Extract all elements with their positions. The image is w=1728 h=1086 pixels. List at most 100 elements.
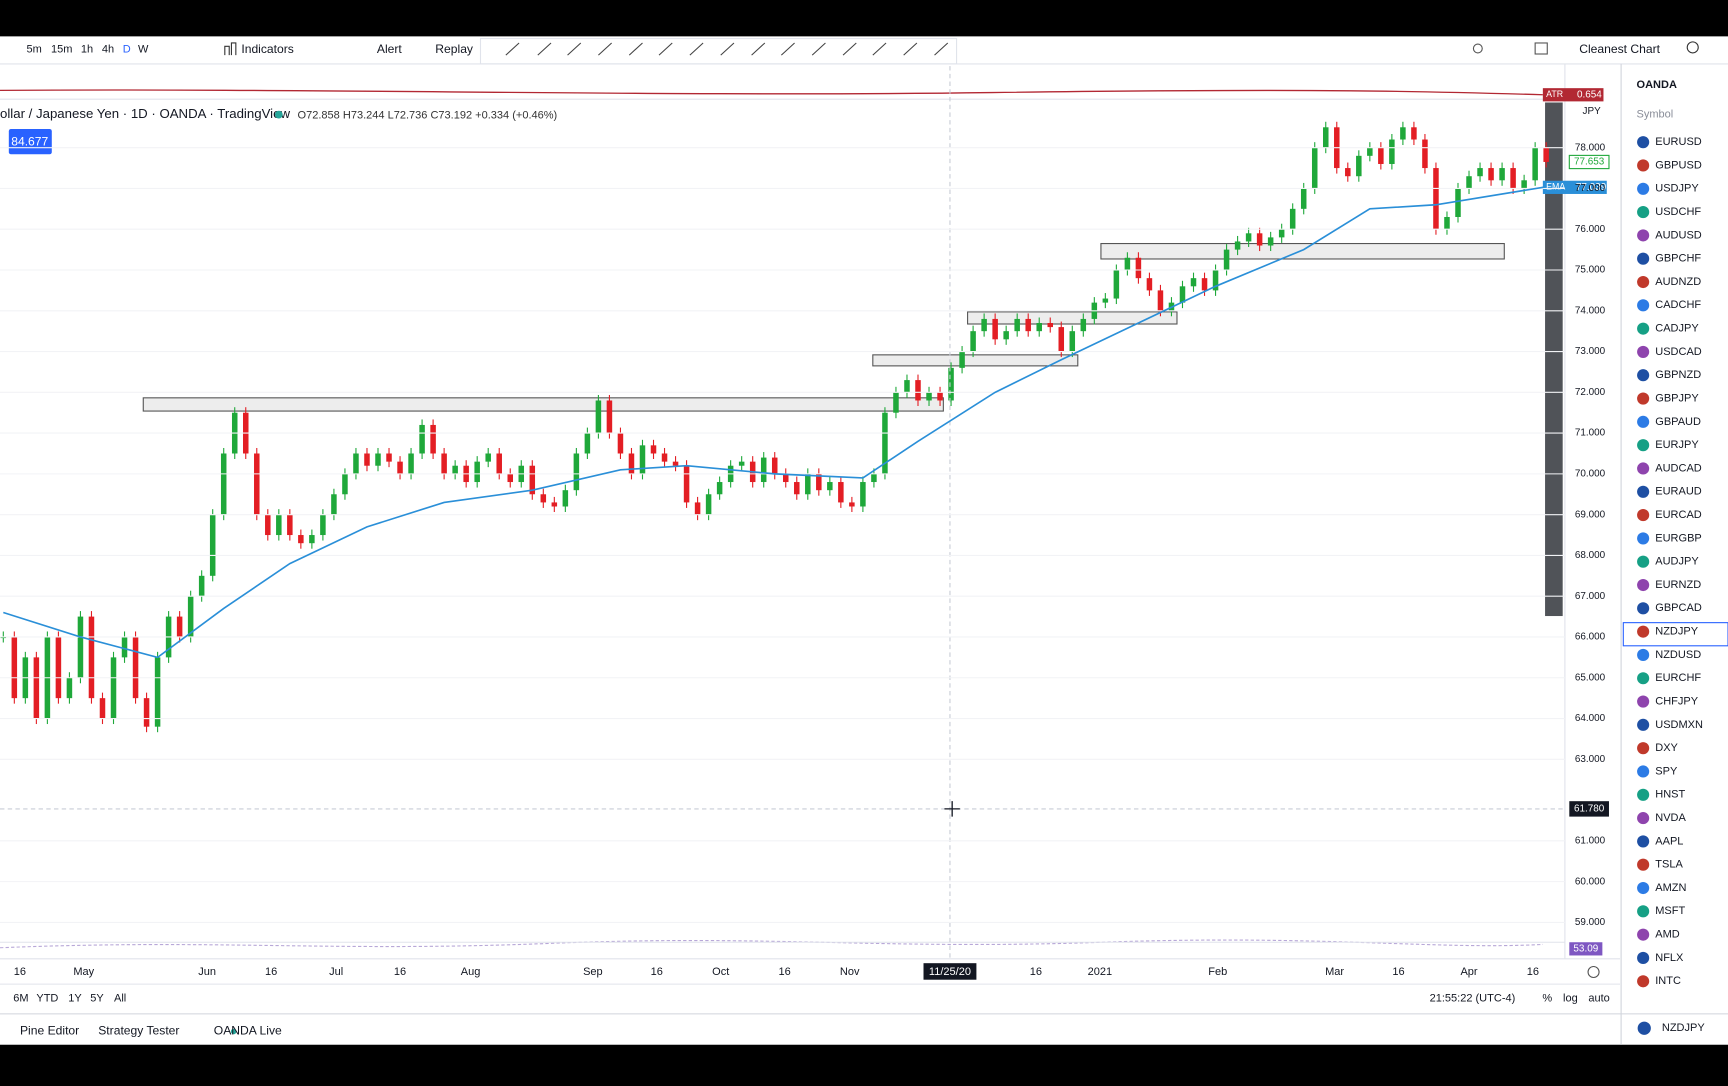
watchlist-symbol[interactable]: DXY <box>1655 742 1678 754</box>
drawing-tool[interactable] <box>598 42 613 56</box>
layout-name[interactable]: Cleanest Chart <box>1579 42 1660 56</box>
range-button[interactable]: 1Y <box>68 992 82 1004</box>
interval-button[interactable]: 4h <box>102 43 114 55</box>
fullscreen-icon[interactable] <box>1534 42 1548 55</box>
time-tick-label: 16 <box>779 966 791 978</box>
watchlist-symbol[interactable]: USDCHF <box>1655 206 1701 218</box>
range-button[interactable]: YTD <box>36 992 58 1004</box>
symbol-icon <box>1637 136 1650 149</box>
watchlist-symbol[interactable]: EURCHF <box>1655 672 1701 684</box>
symbol-icon <box>1637 345 1650 358</box>
watchlist-symbol[interactable]: AMD <box>1655 929 1680 941</box>
interval-button[interactable]: D <box>123 43 131 55</box>
candle-body <box>1047 323 1053 328</box>
drawing-tool[interactable] <box>780 42 795 56</box>
top-letterbox <box>0 0 1728 37</box>
price-tick-label: 59.000 <box>1575 917 1606 928</box>
watchlist-symbol[interactable]: NZDUSD <box>1655 649 1701 661</box>
watchlist-symbol[interactable]: INTC <box>1655 975 1681 987</box>
candle-body <box>1146 278 1153 291</box>
watchlist-symbol[interactable]: USDCAD <box>1655 346 1702 358</box>
interval-button[interactable]: 5m <box>27 43 42 55</box>
watchlist-symbol[interactable]: AUDUSD <box>1655 229 1702 241</box>
drawing-tool[interactable] <box>567 42 582 56</box>
candle-body <box>782 473 789 483</box>
watchlist-symbol[interactable]: NVDA <box>1655 812 1686 824</box>
undo-icon[interactable] <box>1472 43 1483 54</box>
watchlist-symbol[interactable]: EURCAD <box>1655 509 1702 521</box>
symbol-icon <box>1637 788 1650 801</box>
candle-body <box>1488 168 1494 181</box>
watchlist-symbol[interactable]: AUDJPY <box>1655 556 1699 568</box>
watchlist-symbol[interactable]: CADCHF <box>1655 299 1701 311</box>
watchlist-symbol[interactable]: EURNZD <box>1655 579 1701 591</box>
watchlist-symbol[interactable]: GBPCAD <box>1655 602 1702 614</box>
drawing-tool[interactable] <box>842 42 857 56</box>
interval-button[interactable]: 15m <box>51 43 72 55</box>
watchlist-symbol[interactable]: GBPCHF <box>1655 253 1701 265</box>
candle-body <box>540 494 547 503</box>
drawing-tool[interactable] <box>720 42 735 56</box>
watchlist-symbol[interactable]: NFLX <box>1655 952 1684 964</box>
replay-button[interactable]: Replay <box>435 42 474 56</box>
watchlist-symbol[interactable]: USDJPY <box>1655 183 1699 195</box>
indicators-button[interactable]: Indicators <box>241 42 294 56</box>
price-tick-label: 64.000 <box>1575 713 1606 724</box>
scrollbar[interactable] <box>1545 102 1563 617</box>
drawing-tool[interactable] <box>505 42 520 56</box>
bottom-tab[interactable]: OANDA Live <box>214 1024 282 1038</box>
drawing-tool[interactable] <box>872 42 887 56</box>
candle-body <box>871 473 877 483</box>
watchlist-symbol[interactable]: EURAUD <box>1655 486 1702 498</box>
watchlist-symbol[interactable]: GBPAUD <box>1655 416 1701 428</box>
candle-body <box>1367 147 1373 156</box>
watchlist-symbol[interactable]: CHFJPY <box>1655 695 1698 707</box>
watchlist-symbol[interactable]: MSFT <box>1655 905 1685 917</box>
range-button[interactable]: All <box>114 992 126 1004</box>
watchlist-symbol[interactable]: AUDNZD <box>1655 276 1701 288</box>
drawing-tool[interactable] <box>537 42 552 56</box>
settings-icon[interactable] <box>1587 965 1600 979</box>
drawing-tool[interactable] <box>903 42 918 56</box>
watchlist-symbol[interactable]: AMZN <box>1655 882 1686 894</box>
watchlist-broker[interactable]: OANDA <box>1637 79 1677 91</box>
watchlist-symbol[interactable]: NZDJPY <box>1655 626 1698 638</box>
watchlist-symbol[interactable]: AUDCAD <box>1655 462 1702 474</box>
watchlist-symbol[interactable]: GBPNZD <box>1655 369 1701 381</box>
watchlist-symbol[interactable]: GBPUSD <box>1655 159 1702 171</box>
bottom-tab[interactable]: Pine Editor <box>20 1024 79 1038</box>
interval-button[interactable]: W <box>138 43 149 55</box>
watchlist-symbol[interactable]: AAPL <box>1655 835 1683 847</box>
market-open-dot <box>274 110 283 119</box>
watchlist-symbol[interactable]: USDMXN <box>1655 719 1703 731</box>
interval-button[interactable]: 1h <box>81 43 93 55</box>
bottom-tab[interactable]: Strategy Tester <box>98 1024 179 1038</box>
drawing-tool[interactable] <box>628 42 643 56</box>
candle-body <box>617 433 624 454</box>
range-button[interactable]: 6M <box>13 992 28 1004</box>
watchlist-symbol[interactable]: HNST <box>1655 789 1685 801</box>
watchlist-symbol[interactable]: EURGBP <box>1655 532 1702 544</box>
watchlist-symbol[interactable]: EURJPY <box>1655 439 1699 451</box>
candle-body <box>1124 257 1131 270</box>
watchlist-symbol[interactable]: CADJPY <box>1655 323 1699 335</box>
drawing-tool[interactable] <box>689 42 704 56</box>
drawing-tool[interactable] <box>751 42 766 56</box>
search-icon[interactable] <box>1686 41 1699 54</box>
bottom-letterbox <box>0 1044 1728 1080</box>
drawing-tool[interactable] <box>934 42 949 56</box>
watchlist-symbol[interactable]: SPY <box>1655 765 1678 777</box>
range-button[interactable]: 5Y <box>90 992 104 1004</box>
candle-body <box>661 453 668 462</box>
log-toggle[interactable]: log <box>1563 992 1578 1004</box>
watchlist-symbol[interactable]: GBPJPY <box>1655 392 1699 404</box>
watchlist-symbol[interactable]: TSLA <box>1655 859 1683 871</box>
symbol-icon <box>1637 765 1650 778</box>
auto-toggle[interactable]: auto <box>1588 992 1609 1004</box>
drawing-tool[interactable] <box>658 42 673 56</box>
watchlist-symbol[interactable]: EURUSD <box>1655 136 1702 148</box>
drawing-tool[interactable] <box>811 42 826 56</box>
candle-body <box>1179 286 1186 303</box>
alert-button[interactable]: Alert <box>377 42 403 56</box>
percent-toggle[interactable]: % <box>1542 992 1552 1004</box>
